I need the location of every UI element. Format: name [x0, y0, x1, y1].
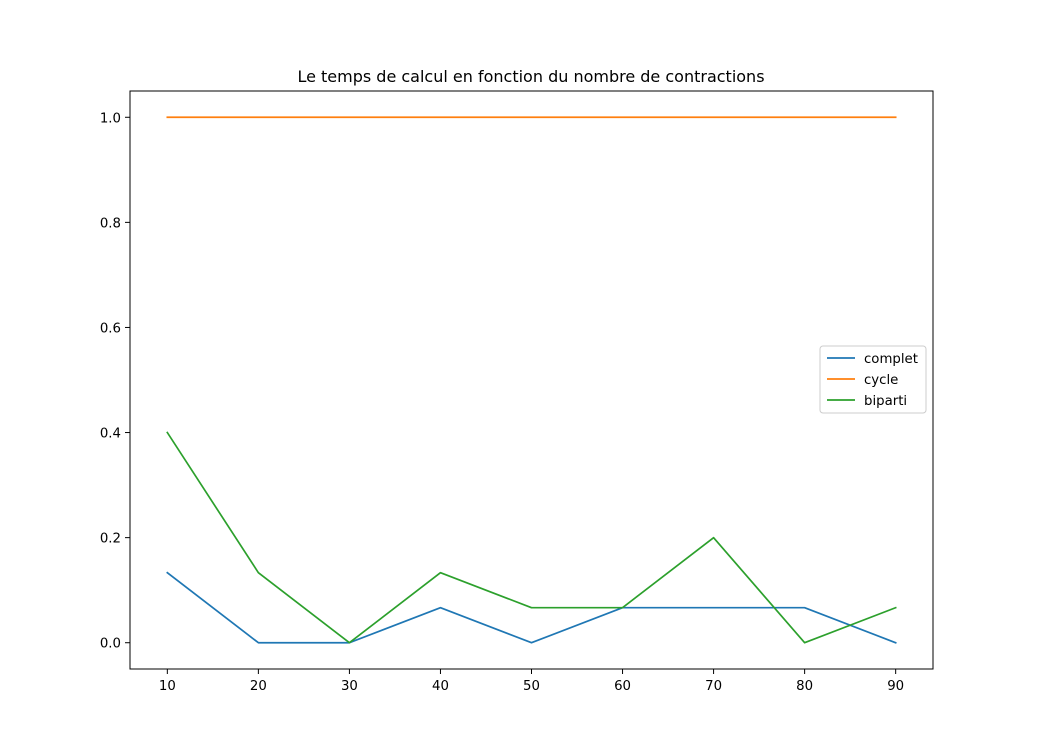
legend: complet cycle biparti [819, 345, 927, 414]
legend-box [819, 345, 927, 414]
x-tick-label: 10 [159, 679, 176, 694]
y-tick-label: 0.4 [100, 427, 121, 442]
legend-label-cycle: cycle [864, 373, 898, 388]
y-tick-label: 0.2 [100, 532, 121, 547]
y-tick-label: 1.0 [100, 111, 121, 126]
legend-label-biparti: biparti [864, 394, 907, 409]
y-tick-label: 0.8 [100, 216, 121, 231]
series-line-biparti [166, 431, 897, 644]
x-tick-label: 80 [796, 679, 813, 694]
legend-label-complet: complet [864, 352, 918, 367]
axes-frame [129, 90, 934, 670]
x-tick-label: 30 [341, 679, 358, 694]
x-tick-label: 90 [887, 679, 904, 694]
x-tick-label: 60 [614, 679, 631, 694]
x-tick-label: 40 [432, 679, 449, 694]
x-tick-label: 70 [705, 679, 722, 694]
y-tick-label: 0.6 [100, 321, 121, 336]
x-axis: 10 20 30 40 50 60 70 80 90 [159, 669, 904, 694]
x-tick-label: 50 [523, 679, 540, 694]
plot-area [166, 116, 897, 644]
y-tick-label: 0.0 [100, 637, 121, 652]
y-axis: 0.0 0.2 0.4 0.6 0.8 1.0 [100, 111, 130, 652]
x-tick-label: 20 [250, 679, 267, 694]
chart-title: Le temps de calcul en fonction du nombre… [297, 67, 764, 86]
